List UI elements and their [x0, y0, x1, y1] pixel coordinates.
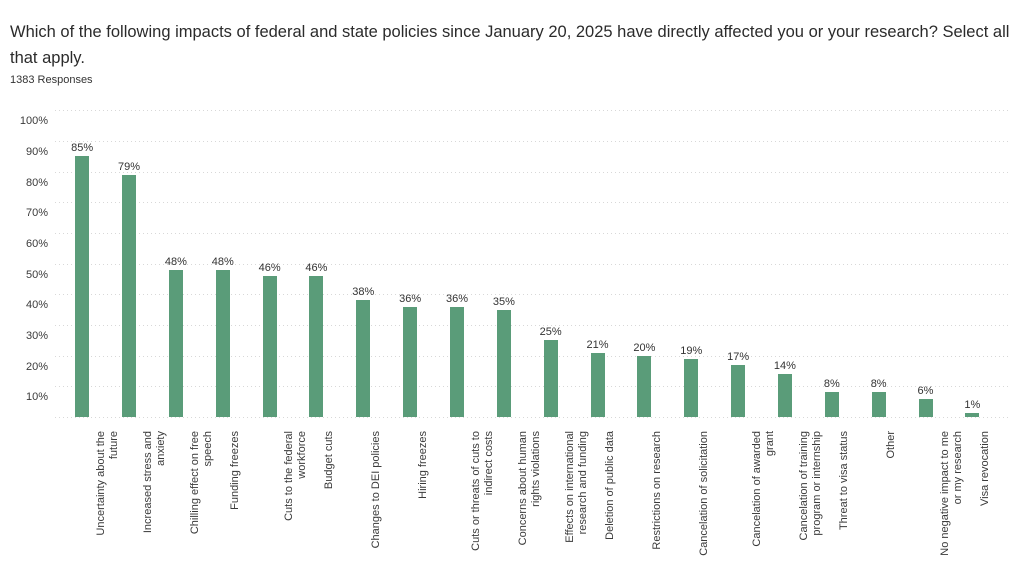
x-axis-category-label: Cuts to the federal workforce	[282, 431, 308, 521]
bar[interactable]	[496, 309, 511, 417]
bar-value-label: 35%	[492, 295, 515, 308]
bar[interactable]	[824, 392, 839, 417]
y-axis-tick-label: 70%	[25, 207, 48, 220]
x-axis-category-label: No negative impact to me or my research	[938, 431, 964, 556]
gridline	[55, 324, 1008, 326]
y-axis-tick-label: 100%	[19, 115, 48, 128]
bar-value-label: 20%	[633, 341, 656, 354]
x-axis-category-label: Chilling effect on free speech	[188, 431, 214, 535]
gridline	[55, 232, 1008, 234]
bar[interactable]	[918, 398, 933, 417]
x-axis-category-label: Threat to visa status	[838, 431, 851, 531]
bar[interactable]	[871, 392, 886, 417]
bar-value-label: 48%	[164, 255, 187, 268]
bar[interactable]	[590, 352, 605, 417]
bar-value-label: 19%	[680, 344, 703, 357]
y-axis-tick-label: 90%	[25, 145, 48, 158]
x-axis-category-label: Cancelation of awarded grant	[751, 431, 777, 547]
x-axis-category-label: Restrictions on research	[650, 431, 663, 550]
bar-value-label: 38%	[352, 286, 375, 299]
gridline	[55, 202, 1008, 204]
chart-title: Which of the following impacts of federa…	[10, 23, 1010, 67]
x-axis-category-label: Increased stress and anxiety	[142, 431, 168, 534]
bar-value-label: 1%	[964, 399, 981, 411]
gridline	[55, 110, 1008, 112]
bar[interactable]	[122, 174, 137, 417]
bar[interactable]	[309, 275, 324, 417]
x-axis-category-label: Other	[885, 431, 898, 459]
bar[interactable]	[262, 275, 277, 417]
bar[interactable]	[168, 269, 183, 417]
bar-value-label: 14%	[773, 360, 796, 373]
x-axis-category-label: Changes to DEI policies	[369, 431, 382, 549]
x-axis-category-label: Uncertainty about the future	[95, 431, 121, 536]
y-axis-tick-label: 30%	[25, 329, 48, 342]
bar[interactable]	[450, 306, 464, 417]
y-axis-tick-label: 50%	[25, 268, 48, 281]
x-axis-category-label: Funding freezes	[229, 431, 242, 510]
bar[interactable]	[731, 364, 746, 417]
x-axis-category-label: Effects on international research and fu…	[563, 431, 589, 543]
y-axis-tick-label: 80%	[25, 176, 48, 189]
x-axis-category-label: Hiring freezes	[416, 431, 429, 499]
y-axis-tick-label: 60%	[25, 237, 48, 250]
x-axis-category-label: Cancelation of solicitation	[697, 431, 710, 556]
bar[interactable]	[356, 300, 371, 417]
x-axis-category-label: Visa revocation	[978, 431, 991, 507]
x-axis-category-label: Concerns about human rights violations	[516, 431, 542, 546]
bar[interactable]	[684, 358, 699, 417]
bar-value-label: 36%	[399, 292, 422, 305]
gridline	[55, 355, 1008, 357]
responses-count: 1383 Responses	[10, 74, 93, 86]
bar[interactable]	[75, 156, 90, 417]
bar-value-label: 85%	[71, 142, 94, 155]
bar-value-label: 36%	[445, 292, 469, 305]
x-axis-category-label: Cancelation of training program or inter…	[797, 431, 823, 541]
x-axis-category-label: Deletion of public data	[604, 431, 617, 540]
bar-value-label: 25%	[539, 326, 562, 339]
gridline	[55, 140, 1008, 142]
bar[interactable]	[965, 413, 980, 417]
bar-value-label: 46%	[258, 261, 281, 274]
bar-value-label: 79%	[118, 160, 141, 173]
bar[interactable]	[777, 374, 792, 417]
gridline	[55, 171, 1008, 173]
bar-value-label: 8%	[823, 378, 840, 391]
bar[interactable]	[215, 269, 230, 417]
y-axis-tick-label: 20%	[25, 360, 48, 373]
x-axis-category-label: Cuts or threats of cuts to indirect cost…	[470, 431, 495, 551]
x-axis-category-label: Budget cuts	[322, 431, 335, 490]
gridline	[55, 294, 1008, 296]
bar-value-label: 6%	[917, 384, 934, 397]
bar-value-label: 17%	[727, 350, 750, 363]
y-axis-tick-label: 10%	[25, 391, 48, 404]
bar-value-label: 46%	[305, 261, 328, 274]
gridline	[55, 263, 1008, 265]
gridline	[55, 386, 1008, 388]
bar-value-label: 21%	[586, 338, 609, 351]
bar[interactable]	[637, 355, 652, 417]
bar[interactable]	[403, 306, 418, 417]
bar-value-label: 48%	[211, 255, 234, 268]
y-axis-tick-label: 40%	[25, 299, 48, 312]
gridline	[55, 417, 1008, 418]
bar[interactable]	[543, 340, 558, 417]
bar-value-label: 8%	[870, 378, 887, 391]
